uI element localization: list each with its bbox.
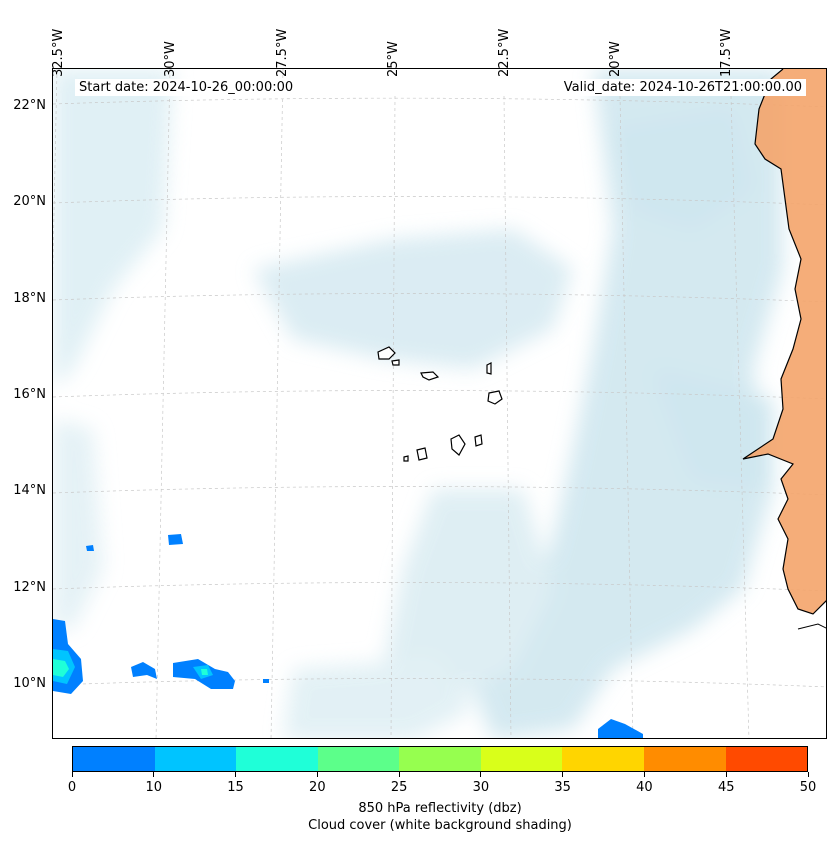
colorbar-segment-0-10 xyxy=(73,747,155,771)
lon-label-27-5w: 27.5°W xyxy=(275,28,290,77)
colorbar-segment-25-30 xyxy=(399,747,481,771)
lat-label-20n: 20°N xyxy=(13,194,46,209)
lon-label-17-5w: 17.5°W xyxy=(719,28,734,77)
lon-label-22-5w: 22.5°W xyxy=(497,28,512,77)
colorbar-tick-label: 50 xyxy=(799,780,817,795)
lat-label-12n: 12°N xyxy=(13,580,46,595)
lat-label-10n: 10°N xyxy=(13,676,46,691)
colorbar-label: 850 hPa reflectivity (dbz) xyxy=(358,801,522,816)
colorbar-tick xyxy=(807,772,809,777)
lon-label-20w: 20°W xyxy=(608,41,623,77)
lat-label-18n: 18°N xyxy=(13,291,46,306)
colorbar-tick-label: 45 xyxy=(717,780,735,795)
valid-date-label: Valid_date: 2024-10-26T21:00:00.00 xyxy=(559,79,806,96)
colorbar-segment-10-15 xyxy=(154,747,237,771)
colorbar-segment-20-25 xyxy=(317,747,400,771)
colorbar-tick xyxy=(316,772,318,777)
colorbar-tick xyxy=(562,772,564,777)
start-date-label: Start date: 2024-10-26_00:00:00 xyxy=(75,79,298,96)
colorbar-tick xyxy=(725,772,727,777)
map-panel: Start date: 2024-10-26_00:00:00 Valid_da… xyxy=(52,68,827,739)
colorbar-tick-label: 30 xyxy=(472,780,490,795)
lon-label-30w: 30°W xyxy=(163,41,178,77)
land-africa xyxy=(743,69,826,614)
lon-label-25w: 25°W xyxy=(386,41,401,77)
cape-verde-islands xyxy=(377,346,503,462)
lat-label-22n: 22°N xyxy=(13,98,46,113)
colorbar-segment-30-35 xyxy=(480,747,563,771)
cloud-cover-shading xyxy=(53,69,783,738)
colorbar-segment-15-20 xyxy=(236,747,318,771)
map-canvas xyxy=(53,69,826,738)
lat-label-16n: 16°N xyxy=(13,387,46,402)
graticule xyxy=(53,69,826,738)
colorbar-tick-label: 0 xyxy=(67,780,77,795)
colorbar-tick-label: 20 xyxy=(309,780,326,795)
colorbar-segment-35-40 xyxy=(562,747,644,771)
colorbar-tick xyxy=(153,772,155,777)
colorbar-tick xyxy=(71,772,73,777)
colorbar-tick xyxy=(398,772,400,777)
colorbar-tick-label: 10 xyxy=(145,780,163,795)
colorbar-sublabel: Cloud cover (white background shading) xyxy=(308,818,572,833)
lat-label-14n: 14°N xyxy=(13,483,46,498)
colorbar xyxy=(72,746,808,772)
colorbar-tick xyxy=(480,772,482,777)
colorbar-segment-45-50 xyxy=(725,747,808,771)
coastline xyxy=(742,69,826,615)
colorbar-tick xyxy=(643,772,645,777)
colorbar-tick-label: 40 xyxy=(636,780,653,795)
colorbar-tick xyxy=(235,772,237,777)
colorbar-segment-40-45 xyxy=(643,747,726,771)
colorbar-tick-label: 15 xyxy=(227,780,244,795)
reflectivity-patches xyxy=(53,534,643,738)
colorbar-tick-label: 25 xyxy=(390,780,408,795)
lon-label-32-5w: 32.5°W xyxy=(51,28,66,77)
colorbar-tick-label: 35 xyxy=(554,780,571,795)
